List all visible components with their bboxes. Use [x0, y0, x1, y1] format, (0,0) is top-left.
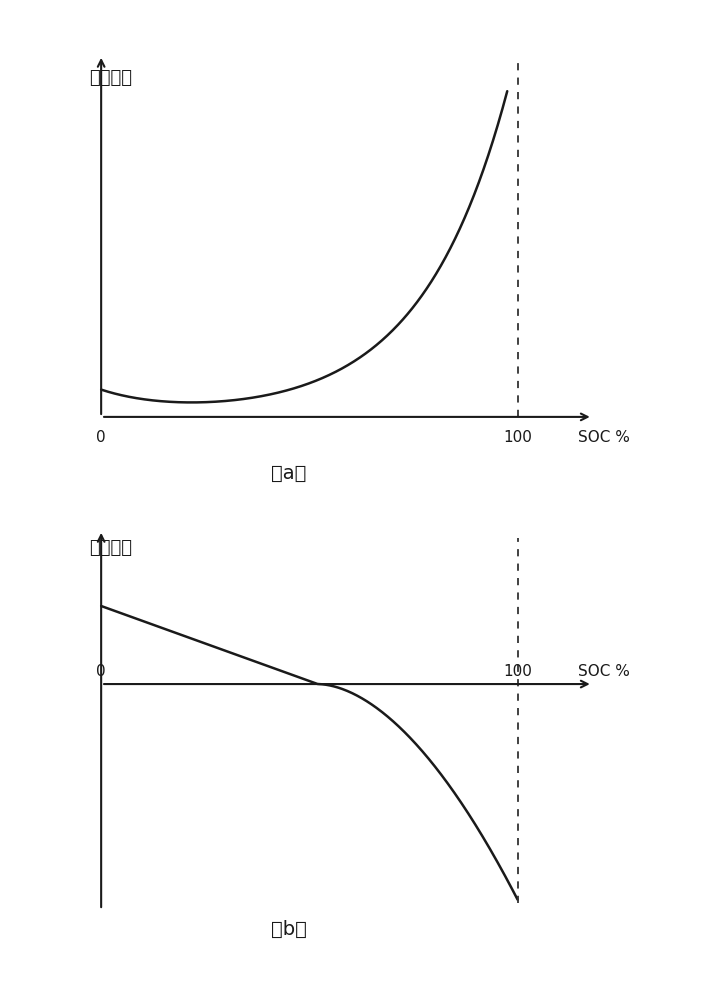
Text: SOC %: SOC %	[578, 430, 630, 445]
Text: 100: 100	[503, 664, 532, 679]
Text: 0: 0	[96, 664, 106, 679]
Text: （b）: （b）	[271, 920, 306, 939]
Text: SOC %: SOC %	[578, 664, 630, 679]
Text: 0: 0	[96, 430, 106, 445]
Text: 100: 100	[503, 430, 532, 445]
Text: 充电需求: 充电需求	[89, 539, 131, 557]
Text: 劣化速度: 劣化速度	[89, 69, 131, 87]
Text: （a）: （a）	[271, 464, 306, 483]
